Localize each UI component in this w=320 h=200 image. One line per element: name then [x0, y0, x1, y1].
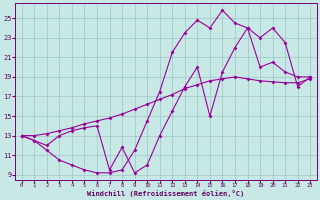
- X-axis label: Windchill (Refroidissement éolien,°C): Windchill (Refroidissement éolien,°C): [87, 190, 244, 197]
